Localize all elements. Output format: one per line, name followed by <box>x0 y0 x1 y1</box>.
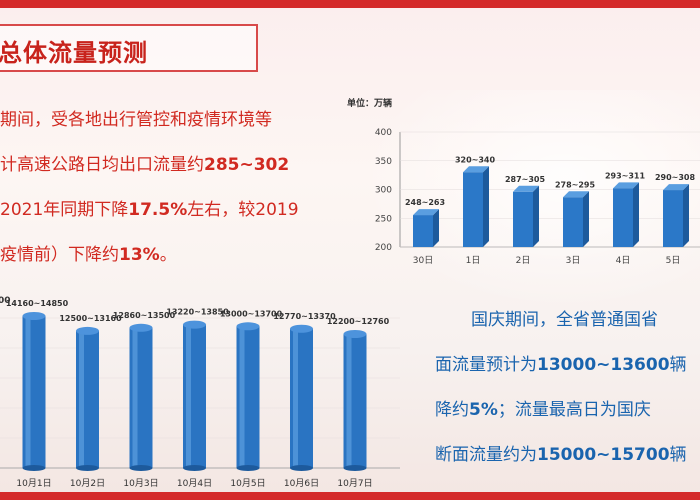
chart1-x-tick-label: 1日 <box>466 255 481 266</box>
chart2-bar-highlight <box>239 326 245 468</box>
left-line-4: 疫情前）下降约13%。 <box>0 245 177 265</box>
chart2-data-label: 14160~14850 <box>6 299 69 308</box>
left-line-2: 计高速公路日均出口流量约285~302 <box>0 155 290 175</box>
chart1-x-tick-label: 30日 <box>413 255 433 266</box>
chart1-data-label: 293~311 <box>605 171 646 180</box>
right-line-3: 降约5%；流量最高日为国庆 <box>435 400 651 420</box>
chart2-bar-cap <box>290 324 313 333</box>
highway-flow-chart: 单位：万辆 200 250 300 350 400 248~263 30日 320~340 1日… <box>347 97 700 266</box>
chart2-x-tick-label: 10月6日 <box>284 478 319 489</box>
chart2-bar-base <box>129 465 153 471</box>
chart1-bar-top <box>663 184 689 191</box>
chart1-bar-side <box>533 185 539 247</box>
chart2-bar-base <box>290 465 313 471</box>
chart2-bar-cap <box>343 330 367 338</box>
chart1-bar-top <box>613 182 639 189</box>
chart2-x-tick-label: 10月7日 <box>337 478 372 489</box>
chart2-bar-highlight <box>79 330 84 468</box>
left-line-3: 2021年同期下降17.5%左右，较2019 <box>0 200 299 220</box>
chart1-x-tick-label: 4日 <box>616 255 631 266</box>
chart1-bar <box>613 188 633 247</box>
chart2-bar-cap <box>22 312 46 320</box>
chart1-y-tick-label: 200 <box>375 243 392 253</box>
chart2-bar-base <box>22 465 46 471</box>
chart2-bar-base <box>76 465 99 471</box>
top-accent-bar <box>0 0 700 8</box>
chart1-bar-top <box>413 209 439 216</box>
chart1-bar <box>413 215 433 247</box>
chart1-bar-side <box>583 191 589 247</box>
chart2-bar-highlight <box>346 334 352 468</box>
chart1-bar-side <box>633 182 639 247</box>
chart2-data-label: 12200~12760 <box>327 317 390 326</box>
section-title-box: 总体流量预测 <box>0 24 258 72</box>
right-paragraph: 国庆期间，全省普通国省 面流量预计为13000~13600辆 降约5%；流量最高… <box>435 298 700 478</box>
chart1-bar <box>463 172 483 247</box>
chart1-bar-top <box>463 166 489 173</box>
chart1-data-label: 287~305 <box>505 175 546 184</box>
chart2-bar-cap <box>76 326 99 335</box>
chart2-data-label: 12770~13370 <box>273 312 336 321</box>
chart1-bar-side <box>483 166 489 247</box>
chart1-data-label: 248~263 <box>405 198 445 207</box>
left-paragraph: 期间，受各地出行管控和疫情环境等 计高速公路日均出口流量约285~302 202… <box>0 98 345 278</box>
chart2-bar-highlight <box>293 328 298 468</box>
chart2-edge-label: 00 <box>0 296 11 306</box>
chart2-bar-highlight <box>25 316 31 468</box>
chart2-x-tick-label: 10月1日 <box>16 478 51 489</box>
chart2-bar-base <box>343 465 367 471</box>
chart1-x-tick-label: 5日 <box>666 255 681 266</box>
chart2-bar-cap <box>129 323 153 332</box>
chart1-bar-side <box>433 209 439 247</box>
chart1-x-tick-label: 2日 <box>516 255 531 266</box>
section-title: 总体流量预测 <box>0 39 148 67</box>
bottom-accent-bar <box>0 492 700 500</box>
chart2-data-label: 12500~13160 <box>59 314 122 323</box>
chart2-bar-base <box>183 465 206 471</box>
chart2-data-label: 13220~13850 <box>166 308 229 317</box>
chart2-bar-highlight <box>186 324 191 468</box>
chart2-bar-base <box>236 465 260 471</box>
chart1-y-tick-label: 400 <box>375 128 392 138</box>
chart1-bar <box>513 191 533 247</box>
chart2-data-label: 13000~13700 <box>220 309 283 318</box>
right-line-1: 国庆期间，全省普通国省 <box>471 310 658 330</box>
chart1-data-label: 278~295 <box>555 180 596 189</box>
chart2-data-label: 12860~13500 <box>113 311 176 320</box>
chart1-data-label: 290~308 <box>655 173 696 182</box>
chart1-unit-label: 单位：万辆 <box>347 97 392 109</box>
chart2-x-tick-label: 10月5日 <box>230 478 265 489</box>
chart1-x-tick-label: 3日 <box>566 255 581 266</box>
chart2-x-tick-label: 10月2日 <box>70 478 105 489</box>
chart1-bar-top <box>513 185 539 192</box>
left-line-1: 期间，受各地出行管控和疫情环境等 <box>0 110 272 130</box>
chart2-x-tick-label: 10月4日 <box>177 478 212 489</box>
chart1-bar-top <box>563 191 589 198</box>
chart1-y-tick-label: 300 <box>375 186 392 196</box>
chart1-y-tick-label: 350 <box>375 157 392 167</box>
chart2-bar-cap <box>183 320 206 329</box>
chart2-bar-highlight <box>132 327 138 468</box>
chart1-bar-side <box>683 184 689 247</box>
right-line-4: 断面流量约为15000~15700辆 <box>435 445 687 465</box>
chart2-x-tick-label: 10月3日 <box>123 478 158 489</box>
chart1-data-label: 320~340 <box>455 155 496 164</box>
chart1-y-tick-label: 250 <box>375 214 392 224</box>
chart1-bar <box>563 197 583 247</box>
chart1-bar <box>663 190 683 247</box>
chart2-bar-cap <box>236 322 260 331</box>
right-line-2: 面流量预计为13000~13600辆 <box>435 355 687 375</box>
